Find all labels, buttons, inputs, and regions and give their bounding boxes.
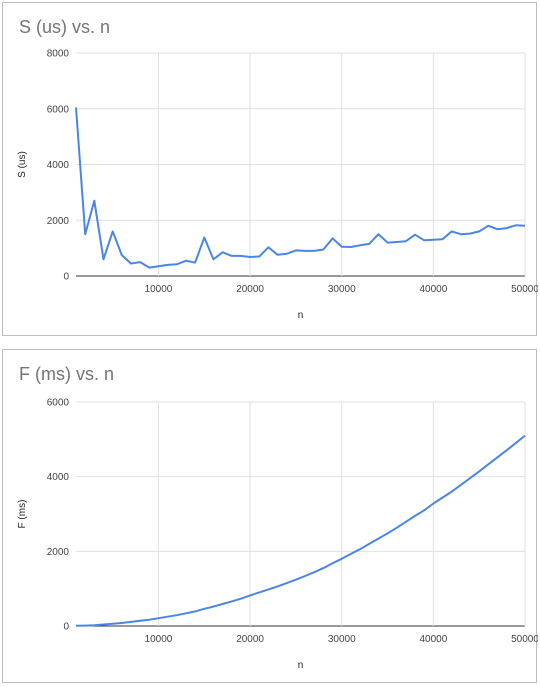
y-tick-label: 4000: [47, 472, 70, 483]
y-tick-label: 0: [63, 622, 69, 633]
x-tick-label: 30000: [328, 284, 356, 295]
x-tick-label: 50000: [511, 634, 538, 645]
x-axis-title: n: [298, 310, 304, 321]
y-axis-title: F (ms): [17, 500, 28, 529]
y-tick-label: 8000: [47, 49, 70, 60]
chart-title: S (us) vs. n: [19, 17, 111, 37]
x-tick-label: 50000: [511, 284, 538, 295]
series-line: [75, 107, 526, 269]
series-line: [75, 434, 526, 627]
x-tick-label: 10000: [145, 284, 173, 295]
x-tick-label: 40000: [419, 284, 447, 295]
y-tick-label: 2000: [47, 216, 70, 227]
chart-f-plot: 0 2000 4000 6000 10000 20000 30000 40000 50000 n F…: [17, 398, 538, 672]
x-tick-label: 20000: [236, 634, 264, 645]
chart-title: F (ms) vs. n: [19, 364, 114, 384]
y-tick-label: 4000: [47, 160, 70, 171]
y-axis-title: S (us): [17, 151, 28, 178]
y-tick-label: 0: [63, 272, 69, 283]
chart-s-plot: 0 2000 4000 6000 8000 10000 20000 30000 40000 500…: [17, 49, 538, 322]
chart-s-vs-n: S (us) vs. n 0 2000 4000 6000 8000 10000 20000…: [2, 2, 538, 336]
x-tick-label: 30000: [328, 634, 356, 645]
chart-f-vs-n: F (ms) vs. n 0 2000 4000 6000 10000 20000 3000…: [2, 349, 538, 683]
x-tick-label: 40000: [419, 634, 447, 645]
x-tick-label: 20000: [236, 284, 264, 295]
x-axis-title: n: [298, 660, 304, 671]
y-tick-label: 2000: [47, 547, 70, 558]
x-tick-label: 10000: [145, 634, 173, 645]
y-tick-label: 6000: [47, 104, 70, 115]
y-tick-label: 6000: [47, 398, 70, 409]
